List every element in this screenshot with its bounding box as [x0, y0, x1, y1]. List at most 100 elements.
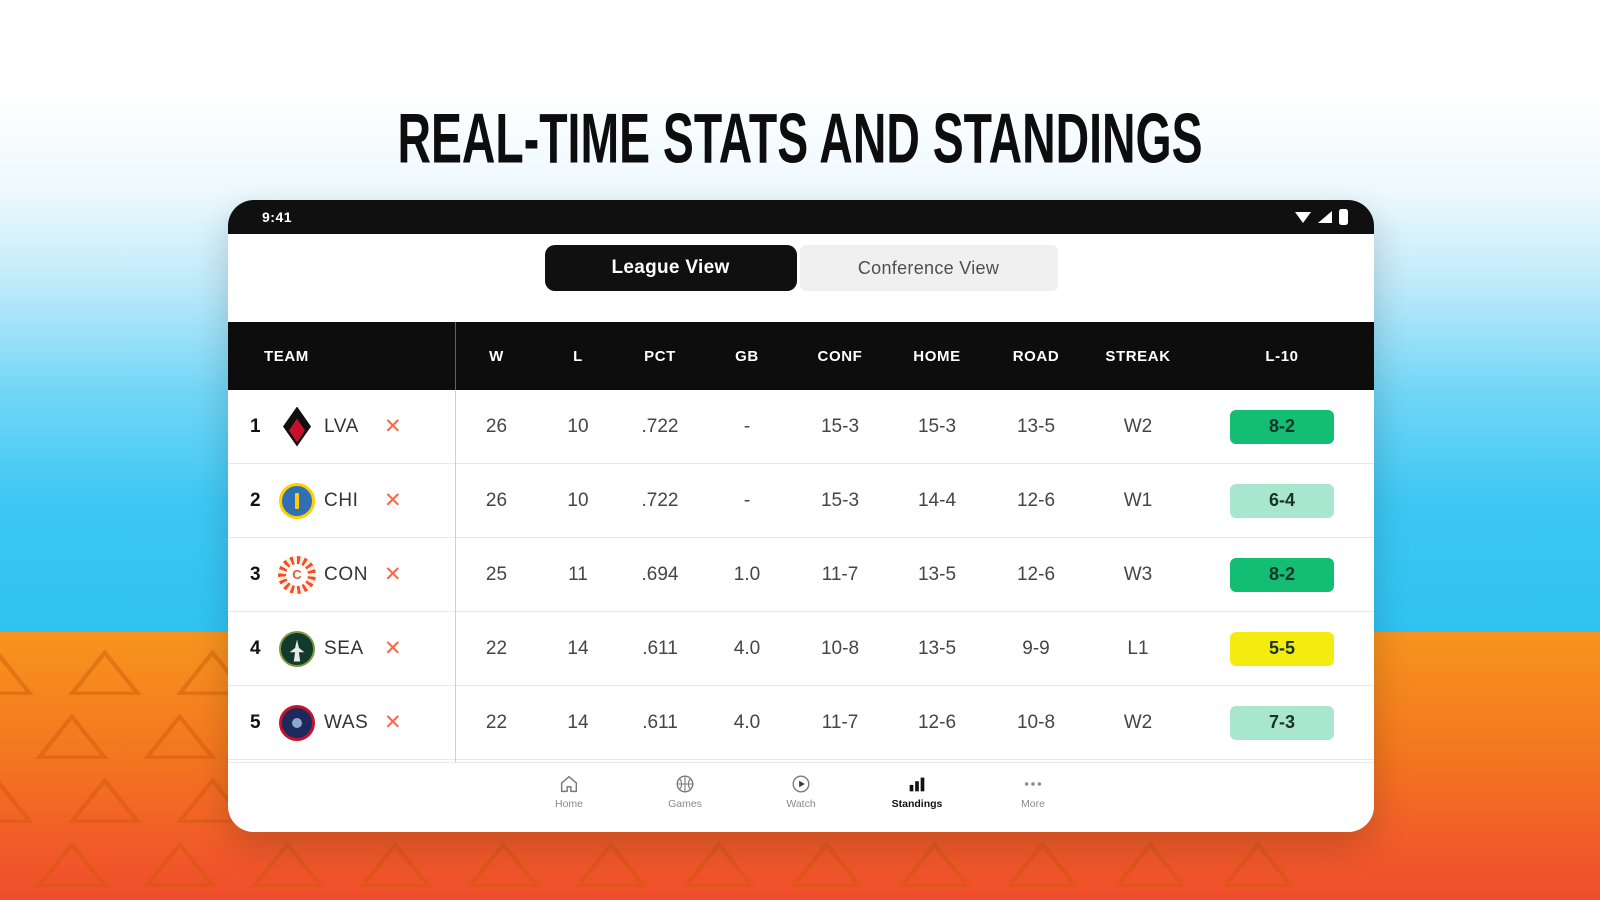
column-header-l10[interactable]: L-10 — [1265, 347, 1299, 365]
clinch-x-icon: ✕ — [384, 711, 402, 734]
table-row-con[interactable]: 3 C CON ✕ 25 11 .694 1.0 11-7 13-5 12-6 … — [228, 538, 1374, 612]
stat-l10-cell: 8-2 — [1190, 390, 1374, 463]
column-header-gb[interactable]: GB — [735, 347, 759, 365]
stat-gb: 4.0 — [733, 711, 761, 733]
stat-gb: 4.0 — [733, 637, 761, 659]
stat-streak: W1 — [1123, 489, 1153, 511]
nav-item-games[interactable]: Games — [653, 773, 717, 810]
aces-diamond-inner — [289, 418, 305, 443]
table-row-was[interactable]: 5 WAS ✕ 22 14 .611 4.0 11-7 12-6 10-8 W2… — [228, 686, 1374, 760]
table-row-chi[interactable]: 2 CHI ✕ 26 10 .722 - 15-3 14-4 12-6 W1 6… — [228, 464, 1374, 538]
stat-l10-cell: 5-5 — [1190, 612, 1374, 685]
league-view-tab[interactable]: League View — [544, 245, 797, 291]
view-toggle: League View Conference View — [228, 245, 1374, 291]
column-header-team[interactable]: TEAM — [264, 347, 309, 365]
team-cell: 1 LVA ✕ — [228, 390, 455, 463]
stat-w: 26 — [485, 489, 508, 511]
stat-l: 10 — [567, 489, 589, 511]
stat-pct: .694 — [641, 563, 679, 585]
aces-diamond-shape — [283, 406, 311, 447]
nav-item-more[interactable]: More — [1001, 773, 1065, 810]
rank-label: 5 — [250, 711, 261, 733]
page-title: REAL-TIME STATS AND STANDINGS — [397, 98, 1203, 179]
stat-road: 13-5 — [1016, 415, 1056, 437]
stat-l10-cell: 7-3 — [1190, 686, 1374, 759]
stat-conf: 10-8 — [820, 637, 860, 659]
stat-conf: 11-7 — [821, 711, 859, 733]
battery-icon — [1339, 209, 1348, 225]
stat-streak: L1 — [1127, 637, 1149, 659]
l10-badge: 6-4 — [1230, 483, 1334, 518]
nav-label: Games — [668, 798, 702, 810]
play-circle-icon — [792, 775, 810, 793]
stat-home: 12-6 — [917, 711, 957, 733]
column-header-home[interactable]: HOME — [913, 347, 961, 365]
stat-streak: W3 — [1123, 563, 1153, 585]
signal-icon — [1318, 211, 1332, 223]
rank-label: 3 — [250, 563, 261, 585]
stat-conf: 15-3 — [820, 415, 860, 437]
team-cell: 5 WAS ✕ — [228, 686, 455, 759]
nav-item-home[interactable]: Home — [537, 773, 601, 810]
nav-label: Home — [554, 798, 583, 810]
seattle-storm-logo-icon — [278, 627, 316, 671]
stat-w: 25 — [485, 563, 508, 585]
status-bar: 9:41 — [228, 200, 1374, 234]
column-header-road[interactable]: ROAD — [1012, 347, 1060, 365]
stat-w: 22 — [485, 637, 508, 659]
l10-badge: 8-2 — [1230, 557, 1334, 592]
nav-item-standings[interactable]: Standings — [885, 773, 949, 810]
conference-view-tab[interactable]: Conference View — [799, 245, 1058, 291]
column-header-streak[interactable]: STREAK — [1105, 347, 1171, 365]
stat-home: 15-3 — [917, 415, 957, 437]
column-header-w[interactable]: W — [489, 347, 504, 365]
wifi-icon — [1295, 211, 1311, 223]
stat-home: 14-4 — [917, 489, 957, 511]
stat-l: 11 — [568, 563, 588, 585]
column-header-l[interactable]: L — [573, 347, 583, 365]
clinch-x-icon: ✕ — [384, 489, 402, 512]
team-column-divider — [455, 322, 456, 762]
stat-pct: .722 — [641, 415, 679, 437]
table-row-sea[interactable]: 4 SEA ✕ 22 14 .611 4.0 10-8 13-5 9-9 L1 … — [228, 612, 1374, 686]
storm-circle-shape — [279, 630, 315, 667]
stat-home: 13-5 — [917, 637, 957, 659]
stat-l: 10 — [567, 415, 589, 437]
storm-needle-shape — [289, 639, 305, 662]
stat-pct: .611 — [642, 637, 678, 659]
washington-mystics-logo-icon — [278, 701, 316, 745]
sun-center-shape: C — [286, 563, 308, 586]
stat-pct: .611 — [642, 711, 678, 733]
clinch-x-icon: ✕ — [384, 563, 402, 586]
rank-label: 4 — [250, 637, 261, 659]
home-icon — [560, 775, 578, 793]
team-abbr: CON — [324, 563, 369, 585]
team-cell: 3 C CON ✕ — [228, 538, 455, 611]
stat-road: 12-6 — [1016, 563, 1056, 585]
rank-label: 2 — [250, 489, 261, 511]
nav-item-watch[interactable]: Watch — [769, 773, 833, 810]
team-abbr: LVA — [324, 415, 359, 437]
stat-w: 22 — [485, 711, 508, 733]
stat-w: 26 — [485, 415, 508, 437]
stat-road: 10-8 — [1016, 711, 1056, 733]
bottom-navigation: Home Games Watch Standings More — [228, 762, 1374, 832]
status-time: 9:41 — [262, 209, 293, 225]
stat-gb: 1.0 — [733, 563, 761, 585]
status-icons — [1295, 209, 1348, 225]
team-abbr: SEA — [324, 637, 364, 659]
standings-table-body: 1 LVA ✕ 26 10 .722 - 15-3 15-3 13-5 W2 8… — [228, 390, 1374, 760]
stat-gb: - — [743, 489, 751, 511]
stat-road: 12-6 — [1016, 489, 1056, 511]
team-cell: 4 SEA ✕ — [228, 612, 455, 685]
column-header-conf[interactable]: CONF — [817, 347, 863, 365]
mystics-circle-shape — [279, 704, 315, 741]
column-header-pct[interactable]: PCT — [644, 347, 676, 365]
stat-l: 14 — [567, 711, 589, 733]
team-abbr: WAS — [324, 711, 369, 733]
table-row-lva[interactable]: 1 LVA ✕ 26 10 .722 - 15-3 15-3 13-5 W2 8… — [228, 390, 1374, 464]
stat-pct: .722 — [641, 489, 679, 511]
sky-circle-shape — [279, 482, 315, 519]
team-abbr: CHI — [324, 489, 359, 511]
sky-tower-shape — [295, 492, 299, 509]
